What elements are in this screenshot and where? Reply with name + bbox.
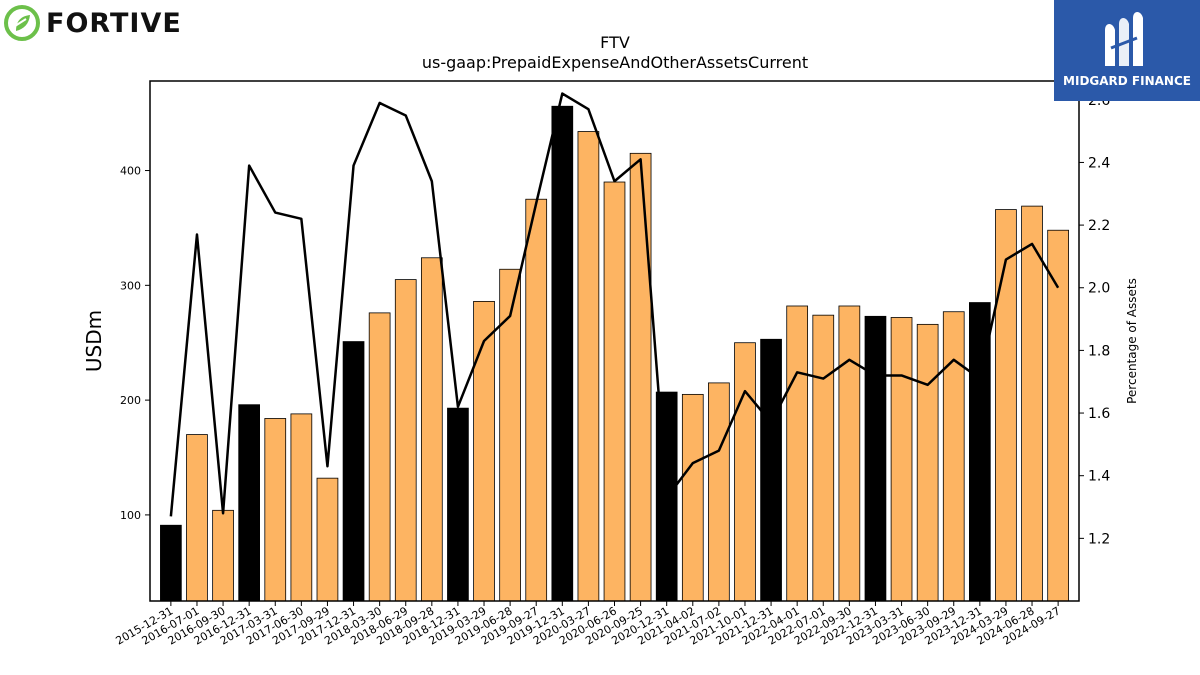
fortive-logo-text: FORTIVE <box>46 7 182 39</box>
y-axis-label: USDm <box>82 310 106 372</box>
bar <box>342 341 365 602</box>
chart-title: FTV <box>600 33 630 52</box>
bar-group <box>160 105 1069 602</box>
bar <box>786 305 809 602</box>
bar <box>812 314 835 602</box>
bar <box>394 279 417 602</box>
bar <box>212 509 234 602</box>
y2-tick-label: 1.8 <box>1088 343 1110 359</box>
bar <box>368 312 391 602</box>
y2-tick-label: 2.2 <box>1088 218 1110 234</box>
bar <box>734 342 756 602</box>
y2-tick-label: 1.6 <box>1088 406 1110 422</box>
bar <box>499 268 521 602</box>
bar <box>1021 205 1043 602</box>
bar <box>473 300 495 602</box>
bar <box>264 418 287 602</box>
y2-tick-label: 2.0 <box>1088 281 1110 297</box>
bar <box>525 198 548 602</box>
midgard-m-icon <box>1105 12 1143 66</box>
bar <box>420 257 443 602</box>
bar <box>681 393 704 602</box>
bar <box>864 315 887 602</box>
y2-tick-label: 1.4 <box>1088 469 1110 485</box>
bar <box>186 434 208 602</box>
fortive-logo: FORTIVE <box>4 4 182 42</box>
bar <box>316 477 339 602</box>
bar <box>551 105 574 602</box>
bar <box>942 311 965 602</box>
y2-tick-label: 1.2 <box>1088 531 1110 547</box>
bar <box>760 338 782 602</box>
y2-tick-label: 2.4 <box>1088 155 1110 171</box>
y2-axis-label: Percentage of Assets <box>1125 278 1139 404</box>
bar <box>238 404 261 602</box>
y-tick-label: 100 <box>120 509 141 522</box>
bar <box>290 413 313 602</box>
line-group <box>169 92 1060 517</box>
bar <box>995 209 1017 602</box>
bar <box>447 407 469 602</box>
bar <box>629 152 652 602</box>
midgard-logo-text: MIDGARD FINANCE <box>1063 74 1191 88</box>
bar <box>603 181 626 602</box>
bar <box>160 524 182 602</box>
chart-subtitle: us-gaap:PrepaidExpenseAndOtherAssetsCurr… <box>422 53 808 72</box>
fortive-leaf-icon <box>4 5 40 41</box>
y-tick-label: 400 <box>120 165 141 178</box>
bar <box>916 323 939 602</box>
midgard-finance-logo: MIDGARD FINANCE <box>1054 0 1200 101</box>
bar <box>838 305 861 602</box>
bar <box>708 382 730 602</box>
percentage-line <box>169 92 1060 517</box>
y-tick-label: 300 <box>120 279 141 292</box>
bar <box>890 317 913 602</box>
bar <box>577 131 600 602</box>
y-tick-label: 200 <box>120 394 141 407</box>
